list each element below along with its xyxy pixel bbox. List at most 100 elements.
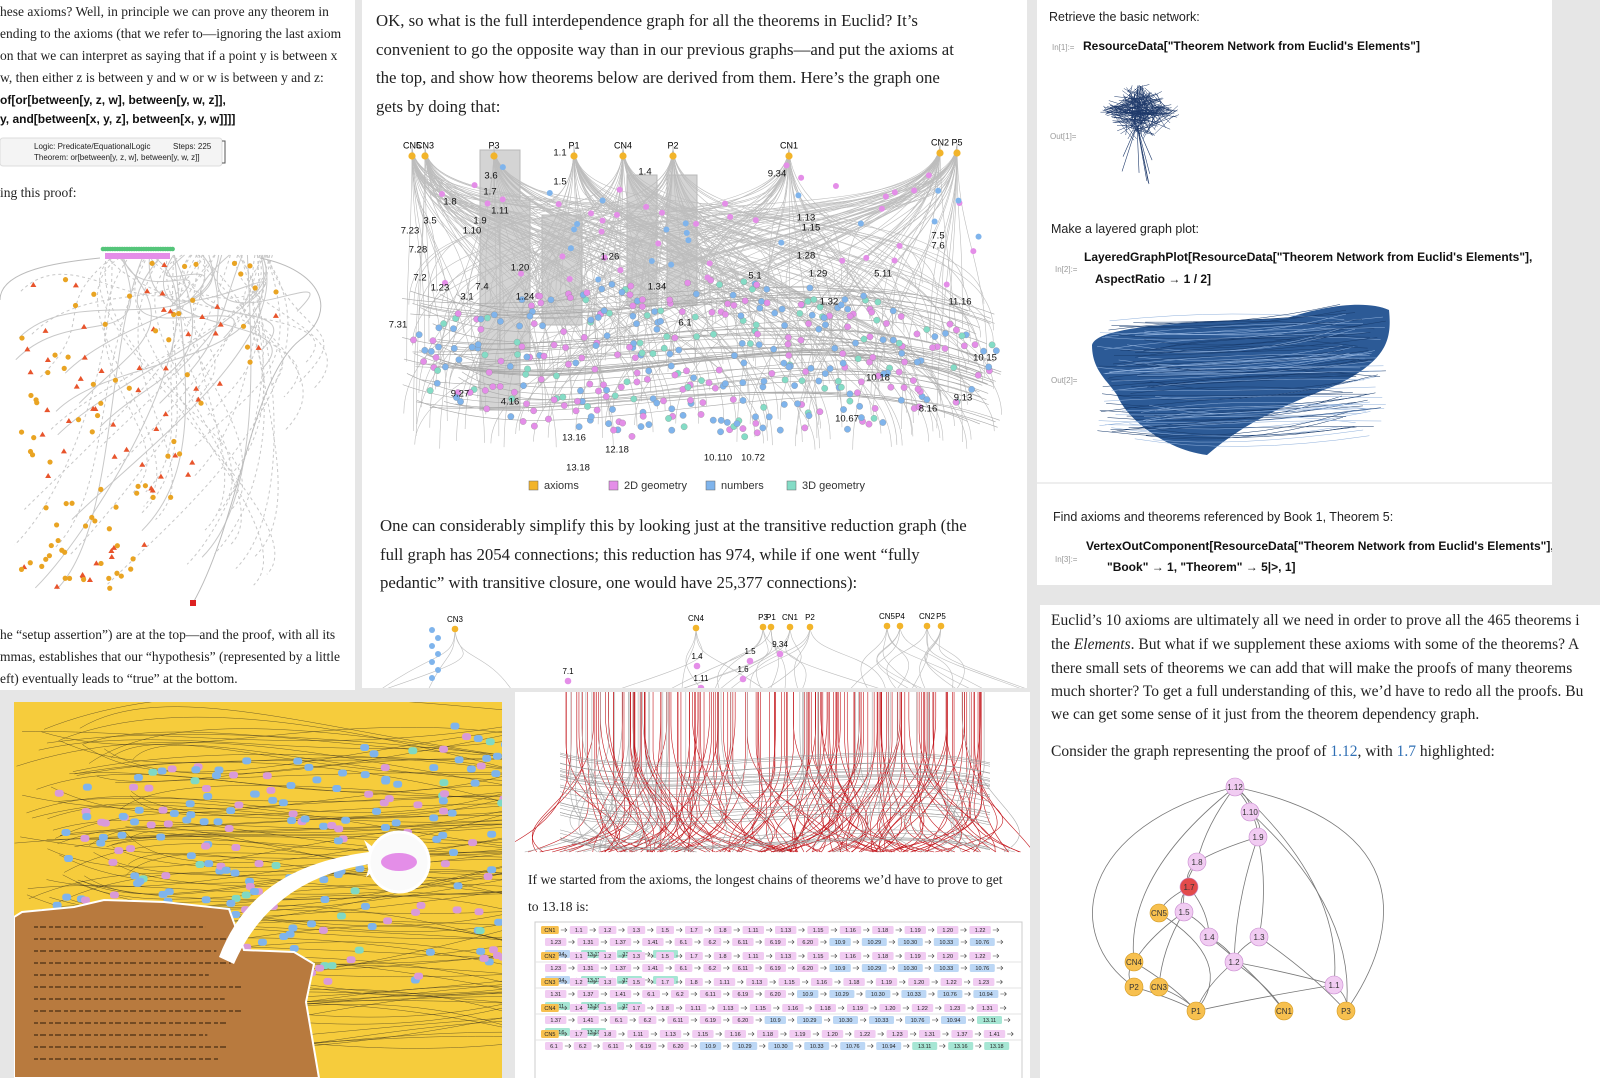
chain-arrow xyxy=(647,927,654,933)
node xyxy=(655,240,662,247)
node xyxy=(765,413,773,421)
paragraph-line: ending to the axioms (that we refer to—i… xyxy=(0,26,342,41)
theorem-link[interactable]: 1.7 xyxy=(1396,743,1417,760)
node-label: P2 xyxy=(1129,983,1139,992)
node xyxy=(923,396,931,403)
node xyxy=(835,377,842,385)
node xyxy=(380,824,390,832)
chain-label: 10.33 xyxy=(939,940,953,946)
node xyxy=(666,296,674,304)
node xyxy=(63,854,73,862)
theorem-label: 13.18 xyxy=(566,463,590,474)
edge xyxy=(622,145,773,446)
node xyxy=(603,386,610,394)
node xyxy=(660,397,667,405)
edge xyxy=(672,142,958,355)
chain-token xyxy=(627,1030,649,1038)
edge xyxy=(559,770,991,781)
chain-label: 13.11 xyxy=(587,952,600,958)
node xyxy=(601,254,608,261)
chain-arrow xyxy=(593,1043,601,1049)
node xyxy=(798,174,805,181)
chain-token xyxy=(541,952,559,960)
node xyxy=(114,543,120,549)
chain-arrow xyxy=(715,1031,723,1037)
edge xyxy=(573,145,820,425)
node xyxy=(451,625,459,633)
node xyxy=(856,402,863,410)
node xyxy=(118,812,128,820)
node xyxy=(831,344,839,352)
node xyxy=(485,369,493,376)
node xyxy=(43,556,49,562)
node xyxy=(149,260,155,266)
chain-token xyxy=(876,1042,902,1050)
chain-label: 1.8 xyxy=(719,954,727,960)
edge xyxy=(947,142,958,392)
edge xyxy=(82,731,502,773)
edge xyxy=(569,692,627,853)
edge xyxy=(424,145,882,434)
theorem-label: 1.32 xyxy=(820,297,839,308)
edge xyxy=(1134,88,1147,98)
node xyxy=(61,828,71,836)
edge xyxy=(1144,87,1173,113)
chain-label: 1.5 xyxy=(661,928,669,934)
chain-label: 1.19 xyxy=(852,1006,863,1012)
node xyxy=(360,902,370,910)
edge xyxy=(424,145,430,342)
edge xyxy=(728,692,775,853)
node xyxy=(584,403,591,410)
chain-token xyxy=(545,1016,567,1024)
node xyxy=(454,310,462,317)
node xyxy=(565,360,572,368)
node xyxy=(421,347,429,354)
paragraph-line: full graph has 2054 connections; this re… xyxy=(380,544,920,564)
chain-token xyxy=(797,990,819,998)
theorem-label: 1.15 xyxy=(802,223,821,234)
node xyxy=(895,368,903,376)
proof-node xyxy=(1225,777,1245,797)
node xyxy=(822,321,829,329)
chain-token xyxy=(940,978,962,986)
node-label: 1.4 xyxy=(691,652,703,661)
node xyxy=(710,330,717,338)
chain-label: 6.20 xyxy=(738,1018,749,1024)
edge xyxy=(546,145,790,293)
node-label: CN1 xyxy=(1276,1007,1293,1016)
edge xyxy=(675,142,941,424)
node xyxy=(413,801,423,809)
node xyxy=(968,386,976,393)
node xyxy=(144,288,151,294)
proof-logic: Logic: Predicate/EquationalLogic xyxy=(34,142,151,151)
node xyxy=(638,349,646,357)
edge xyxy=(1098,408,1375,423)
node xyxy=(307,920,317,928)
node xyxy=(937,622,945,630)
chain-token xyxy=(807,952,829,960)
node xyxy=(238,271,244,277)
chain-token xyxy=(969,926,991,934)
chain-label: 1.13 xyxy=(723,1006,734,1012)
node xyxy=(429,814,439,822)
edge xyxy=(559,839,991,851)
theorem-label: 1.13 xyxy=(797,213,816,224)
edge xyxy=(594,692,626,853)
chain-arrow xyxy=(932,1017,939,1023)
node xyxy=(708,309,716,316)
edge xyxy=(424,145,783,290)
node xyxy=(739,397,747,404)
node-label: CN3 xyxy=(447,615,464,624)
chain-token xyxy=(969,952,991,960)
theorem-link[interactable]: 1.12 xyxy=(1330,743,1358,760)
node xyxy=(516,322,523,330)
node xyxy=(185,800,195,808)
node xyxy=(435,651,441,657)
chain-arrow xyxy=(831,1043,838,1049)
node xyxy=(128,566,134,572)
axiom-node xyxy=(953,149,961,157)
chain-label: 1.37 xyxy=(615,940,626,946)
edge xyxy=(22,726,502,741)
node xyxy=(778,305,786,313)
node xyxy=(682,220,689,227)
